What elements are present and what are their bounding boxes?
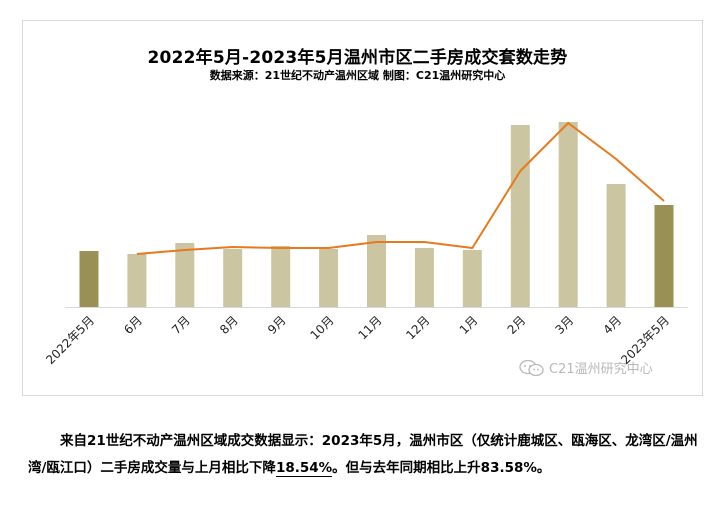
article-text-1: 来自21世纪不动产温州区域成交数据显示：2023年5月，温州市区（仅统计鹿城区、… [28, 433, 698, 476]
x-tick-label-8: 1月 [457, 313, 481, 337]
x-tick-label-9: 2月 [505, 313, 529, 337]
bar-7 [414, 248, 434, 307]
wechat-icon [519, 359, 544, 376]
x-tick-label-6: 11月 [355, 313, 384, 342]
x-tick-label-5: 10月 [308, 313, 337, 342]
bar-1 [127, 254, 147, 307]
x-tick-label-11: 4月 [600, 313, 624, 337]
article-pct-down: 18.54% [275, 460, 333, 477]
x-tick-label-0: 2022年5月 [43, 313, 97, 367]
x-tick-label-10: 3月 [553, 313, 577, 337]
bar-2 [175, 243, 195, 307]
bar-12 [654, 205, 674, 307]
bar-11 [606, 184, 626, 307]
chart-title: 2022年5月-2023年5月温州市区二手房成交套数走势 [147, 48, 568, 68]
article-paragraph: 来自21世纪不动产温州区域成交数据显示：2023年5月，温州市区（仅统计鹿城区、… [28, 428, 698, 482]
bar-3 [223, 249, 243, 307]
article-text-2: 。但与去年同期相比上升83.58%。 [332, 460, 551, 476]
chart-frame [22, 20, 703, 396]
bar-9 [510, 125, 530, 307]
bar-8 [462, 250, 482, 307]
x-tick-label-3: 8月 [217, 313, 241, 337]
x-tick-label-7: 12月 [403, 313, 432, 342]
bar-0 [79, 251, 99, 307]
watermark-text: C21温州研究中心 [549, 362, 653, 377]
x-tick-label-4: 9月 [265, 313, 289, 337]
chart-subtitle: 数据来源：21世纪不动产温州区域 制图：C21温州研究中心 [209, 69, 506, 82]
x-tick-label-2: 7月 [169, 313, 193, 337]
trend-line [136, 122, 665, 255]
bar-10 [558, 122, 578, 307]
x-tick-label-1: 6月 [121, 313, 145, 337]
watermark: C21温州研究中心 [519, 358, 653, 377]
bar-4 [271, 246, 291, 307]
bar-5 [319, 249, 339, 307]
bar-6 [367, 235, 386, 307]
